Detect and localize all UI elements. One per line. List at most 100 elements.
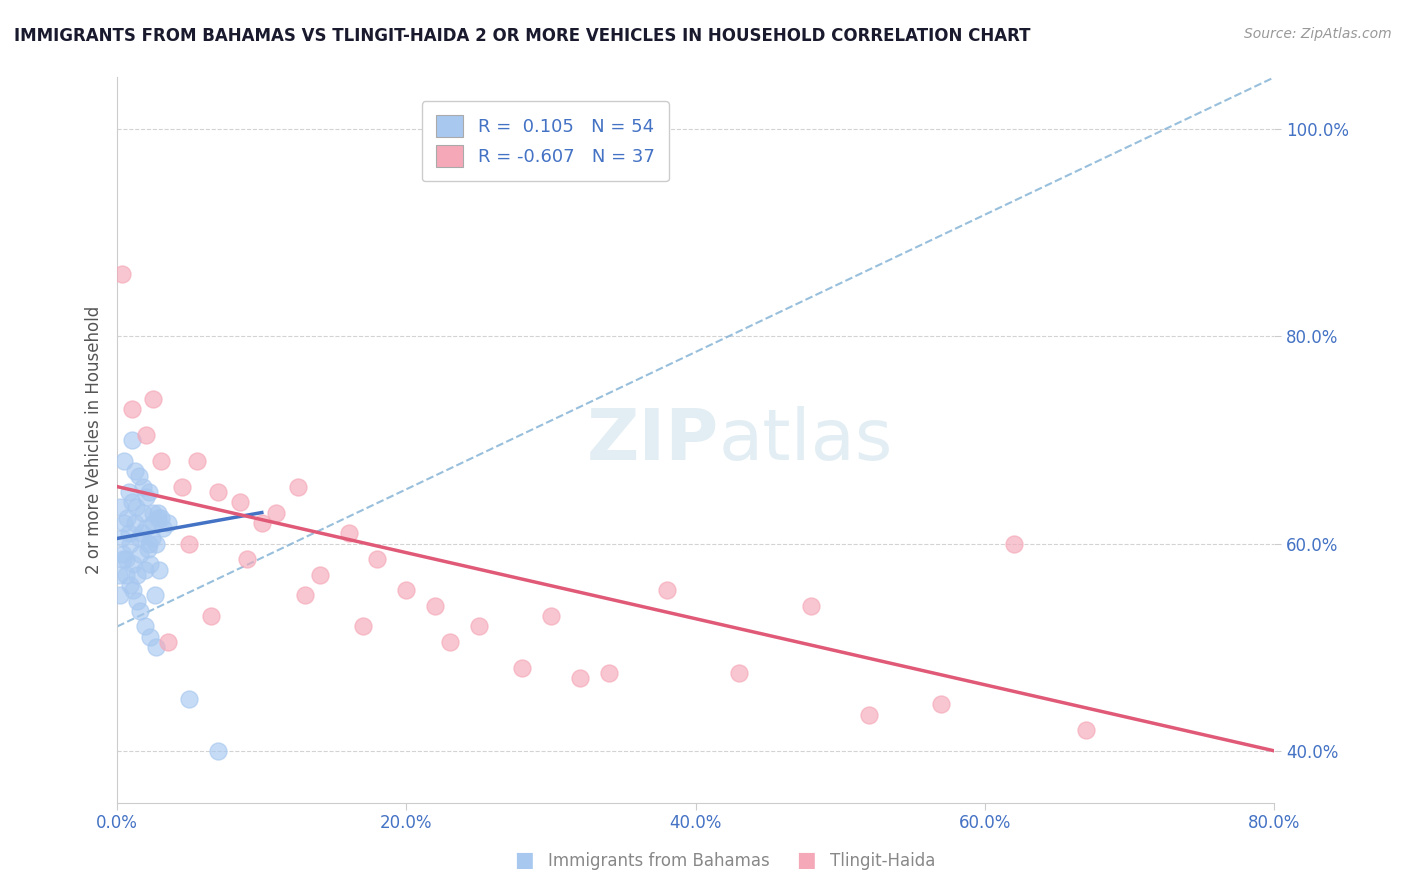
Point — [931, 697, 953, 711]
Point — [118, 484, 141, 499]
Point — [186, 454, 208, 468]
Point — [139, 558, 162, 572]
Point — [229, 495, 252, 509]
Point — [135, 490, 157, 504]
Point — [207, 744, 229, 758]
Point — [108, 588, 131, 602]
Point — [1002, 536, 1025, 550]
Point — [152, 521, 174, 535]
Point — [352, 619, 374, 633]
Point — [728, 666, 751, 681]
Text: Tlingit-Haida: Tlingit-Haida — [830, 852, 935, 870]
Point — [107, 567, 129, 582]
Point — [337, 526, 360, 541]
Point — [143, 588, 166, 602]
Point — [138, 484, 160, 499]
Point — [148, 562, 170, 576]
Text: ■: ■ — [796, 850, 815, 870]
Point — [115, 552, 138, 566]
Point — [395, 583, 418, 598]
Point — [141, 532, 163, 546]
Point — [115, 567, 138, 582]
Text: IMMIGRANTS FROM BAHAMAS VS TLINGIT-HAIDA 2 OR MORE VEHICLES IN HOUSEHOLD CORRELA: IMMIGRANTS FROM BAHAMAS VS TLINGIT-HAIDA… — [14, 27, 1031, 45]
Text: ■: ■ — [515, 850, 534, 870]
Point — [142, 392, 165, 406]
Text: atlas: atlas — [718, 406, 893, 475]
Point — [132, 480, 155, 494]
Point — [129, 604, 152, 618]
Point — [132, 506, 155, 520]
Legend: R =  0.105   N = 54, R = -0.607   N = 37: R = 0.105 N = 54, R = -0.607 N = 37 — [422, 101, 669, 181]
Point — [294, 588, 316, 602]
Point — [121, 433, 143, 447]
Point — [129, 547, 152, 561]
Point — [655, 583, 678, 598]
Y-axis label: 2 or more Vehicles in Household: 2 or more Vehicles in Household — [86, 306, 103, 574]
Point — [146, 506, 169, 520]
Point — [110, 532, 132, 546]
Point — [287, 480, 309, 494]
Point — [134, 619, 156, 633]
Point — [172, 480, 194, 494]
Point — [179, 692, 201, 706]
Point — [149, 454, 172, 468]
Point — [122, 558, 145, 572]
Point — [112, 516, 135, 530]
Point — [308, 567, 330, 582]
Point — [540, 609, 562, 624]
Point — [139, 630, 162, 644]
Point — [108, 500, 131, 515]
Point — [366, 552, 388, 566]
Point — [207, 484, 229, 499]
Point — [111, 552, 134, 566]
Point — [111, 547, 134, 561]
Point — [145, 640, 167, 655]
Text: Source: ZipAtlas.com: Source: ZipAtlas.com — [1244, 27, 1392, 41]
Point — [264, 506, 287, 520]
Point — [1074, 723, 1097, 737]
Point — [131, 526, 153, 541]
Point — [425, 599, 447, 613]
Point — [127, 593, 149, 607]
Point — [142, 506, 165, 520]
Point — [128, 532, 150, 546]
Point — [439, 635, 461, 649]
Point — [467, 619, 489, 633]
Point — [112, 454, 135, 468]
Point — [568, 671, 591, 685]
Point — [120, 536, 142, 550]
Point — [124, 516, 146, 530]
Point — [125, 500, 148, 515]
Point — [135, 427, 157, 442]
Point — [124, 464, 146, 478]
Point — [858, 707, 880, 722]
Point — [142, 516, 165, 530]
Point — [510, 661, 533, 675]
Point — [156, 516, 179, 530]
Point — [136, 541, 159, 556]
Point — [134, 562, 156, 576]
Point — [120, 578, 142, 592]
Point — [121, 495, 143, 509]
Point — [598, 666, 620, 681]
Point — [128, 469, 150, 483]
Point — [145, 536, 167, 550]
Point — [122, 583, 145, 598]
Point — [800, 599, 823, 613]
Point — [127, 567, 149, 582]
Point — [200, 609, 222, 624]
Point — [156, 635, 179, 649]
Point — [121, 401, 143, 416]
Text: Immigrants from Bahamas: Immigrants from Bahamas — [548, 852, 770, 870]
Point — [236, 552, 259, 566]
Point — [117, 510, 139, 524]
Point — [146, 510, 169, 524]
Text: ZIP: ZIP — [586, 406, 718, 475]
Point — [118, 526, 141, 541]
Point — [250, 516, 273, 530]
Point — [110, 267, 132, 281]
Point — [149, 510, 172, 524]
Point — [135, 521, 157, 535]
Point — [179, 536, 201, 550]
Point — [138, 536, 160, 550]
